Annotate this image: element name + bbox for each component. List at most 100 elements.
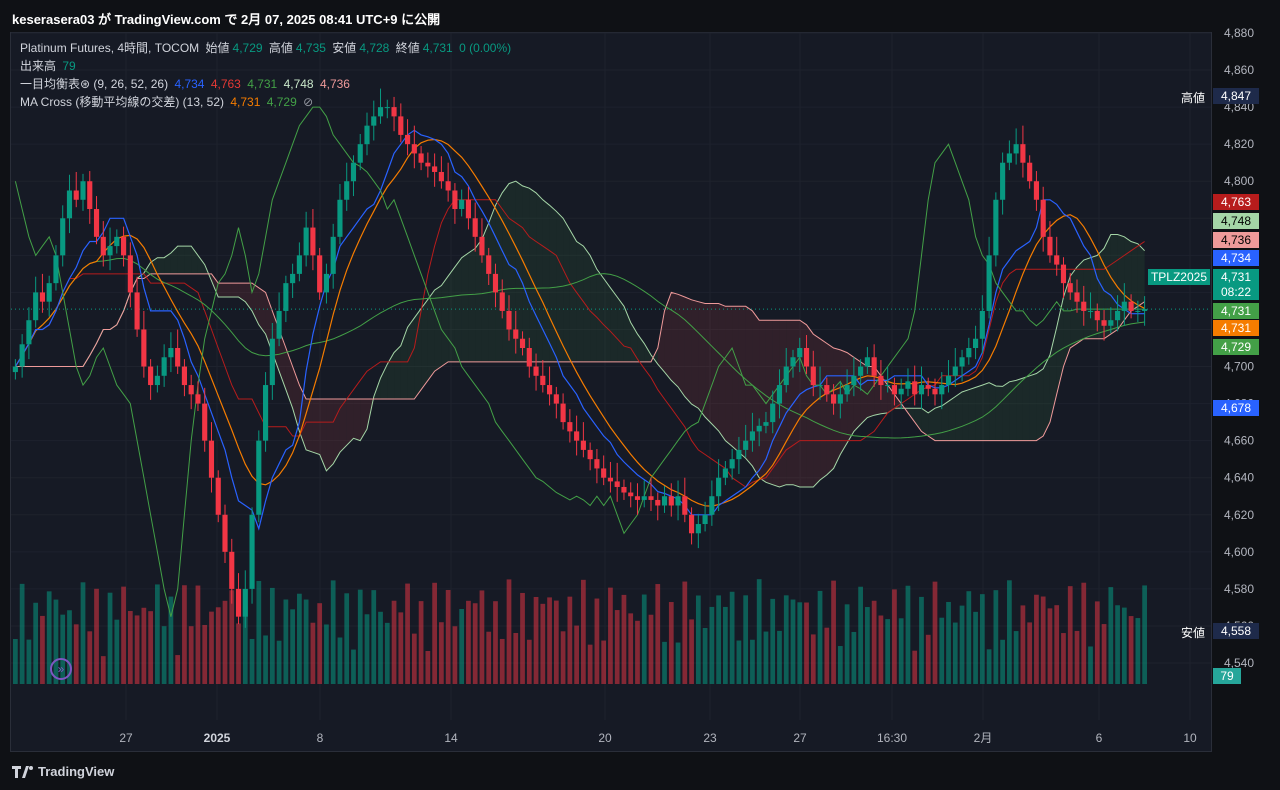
candle-body bbox=[364, 125, 370, 145]
volume-bar bbox=[750, 639, 755, 684]
candle-body bbox=[80, 181, 86, 200]
candle-body bbox=[1115, 310, 1121, 321]
volume-bar bbox=[134, 615, 140, 684]
time-tick: 2025 bbox=[204, 731, 231, 745]
hide-icon[interactable]: ⊘ bbox=[303, 95, 314, 109]
cloud-segment bbox=[1009, 380, 1017, 441]
legend-high: 4,735 bbox=[295, 41, 326, 55]
cloud-segment bbox=[644, 343, 651, 362]
cloud-segment bbox=[576, 241, 584, 362]
candle-body bbox=[898, 388, 904, 395]
candle-body bbox=[121, 236, 127, 256]
volume-bar bbox=[946, 601, 951, 684]
volume-bar bbox=[608, 587, 613, 684]
candle-body bbox=[648, 496, 654, 500]
candle-body bbox=[749, 431, 755, 441]
volume-bar bbox=[601, 640, 607, 684]
candle-body bbox=[459, 199, 465, 210]
volume-bars bbox=[13, 579, 1147, 684]
symbol-tag-bg bbox=[1148, 269, 1210, 285]
time-tick: 27 bbox=[119, 731, 133, 745]
cloud-segment bbox=[975, 385, 983, 441]
volume-bar bbox=[1054, 605, 1060, 684]
legend-volume[interactable]: 出来高 79 bbox=[20, 57, 79, 74]
volume-bar bbox=[668, 602, 674, 684]
price-tick: 4,540 bbox=[1224, 656, 1254, 670]
low-label: 安値 bbox=[1181, 626, 1206, 640]
candle-body bbox=[1040, 199, 1046, 237]
price-badge-bg bbox=[1213, 303, 1259, 319]
candle-body bbox=[722, 468, 728, 478]
volume-bar bbox=[614, 610, 620, 684]
candle-body bbox=[384, 107, 390, 109]
legend-ichimoku-v3: 4,731 bbox=[247, 77, 278, 91]
price-badge-bg bbox=[1213, 284, 1259, 300]
cloud-segment bbox=[1070, 266, 1077, 348]
candle-body bbox=[134, 292, 140, 330]
legend-ichimoku[interactable]: 一目均衡表⊛ (9, 26, 52, 26) 4,734 4,763 4,731… bbox=[20, 75, 353, 92]
volume-bar bbox=[770, 598, 776, 684]
cloud-segment bbox=[1043, 354, 1050, 437]
cloud-segment bbox=[434, 285, 442, 372]
candle-body bbox=[19, 344, 25, 367]
candle-body bbox=[46, 283, 52, 302]
volume-bar bbox=[716, 595, 721, 684]
volume-bar bbox=[594, 598, 600, 684]
volume-bar bbox=[215, 607, 221, 684]
tradingview-logo[interactable]: TradingView bbox=[12, 764, 114, 779]
cloud-segment bbox=[799, 320, 807, 487]
candle-body bbox=[695, 524, 701, 534]
candle-body bbox=[479, 236, 485, 256]
legend-symbol: Platinum Futures, 4時間, TOCOM bbox=[20, 41, 200, 55]
replay-icon[interactable]: » bbox=[50, 658, 72, 680]
cloud-segment bbox=[522, 185, 530, 362]
volume-bar bbox=[966, 591, 972, 684]
cloud-segment bbox=[1063, 276, 1071, 367]
volume-bar bbox=[1067, 586, 1073, 684]
volume-bar bbox=[411, 633, 417, 684]
legend-close-label: 終値 bbox=[395, 41, 420, 55]
volume-bar bbox=[303, 599, 309, 684]
volume-bar bbox=[405, 583, 410, 684]
tenkan-line bbox=[14, 129, 1145, 531]
volume-bar bbox=[418, 601, 424, 684]
volume-bar bbox=[635, 620, 640, 684]
cloud-segment bbox=[1002, 381, 1010, 441]
candle-body bbox=[93, 209, 100, 237]
cloud-segment bbox=[759, 320, 766, 483]
cloud-segment bbox=[745, 306, 753, 467]
candle-body bbox=[256, 440, 262, 515]
cloud-segment bbox=[995, 385, 1003, 441]
volume-bar bbox=[824, 627, 830, 684]
legend-ma-cross[interactable]: MA Cross (移動平均線の交差) (13, 52) 4,731 4,729… bbox=[20, 93, 316, 110]
volume-bar bbox=[40, 615, 45, 684]
cloud-segment bbox=[475, 239, 482, 362]
legend-volume-value: 79 bbox=[62, 59, 76, 73]
candle-body bbox=[310, 227, 316, 256]
candle-body bbox=[1067, 283, 1073, 293]
volume-bar bbox=[898, 618, 904, 684]
cloud-segment bbox=[441, 276, 449, 367]
cloud-segment bbox=[596, 269, 604, 362]
candle-body bbox=[912, 381, 918, 395]
cloud-segment bbox=[542, 199, 550, 362]
candle-body bbox=[634, 496, 641, 500]
volume-bar bbox=[837, 646, 843, 684]
candle-body bbox=[168, 348, 174, 358]
cloud-segment bbox=[1049, 327, 1057, 423]
volume-bar bbox=[878, 615, 884, 684]
candle-body bbox=[418, 153, 424, 163]
volume-bar bbox=[499, 638, 505, 684]
candle-body bbox=[1108, 320, 1114, 326]
price-tick: 4,580 bbox=[1224, 582, 1254, 596]
candle-body bbox=[141, 329, 147, 367]
volume-bar bbox=[574, 625, 579, 684]
candle-body bbox=[161, 357, 167, 376]
candle-body bbox=[1020, 144, 1026, 163]
cloud-segment bbox=[772, 320, 780, 487]
volume-bar bbox=[398, 612, 404, 684]
volume-bar bbox=[269, 587, 275, 684]
volume-bar bbox=[851, 631, 857, 684]
candle-body bbox=[621, 486, 627, 493]
